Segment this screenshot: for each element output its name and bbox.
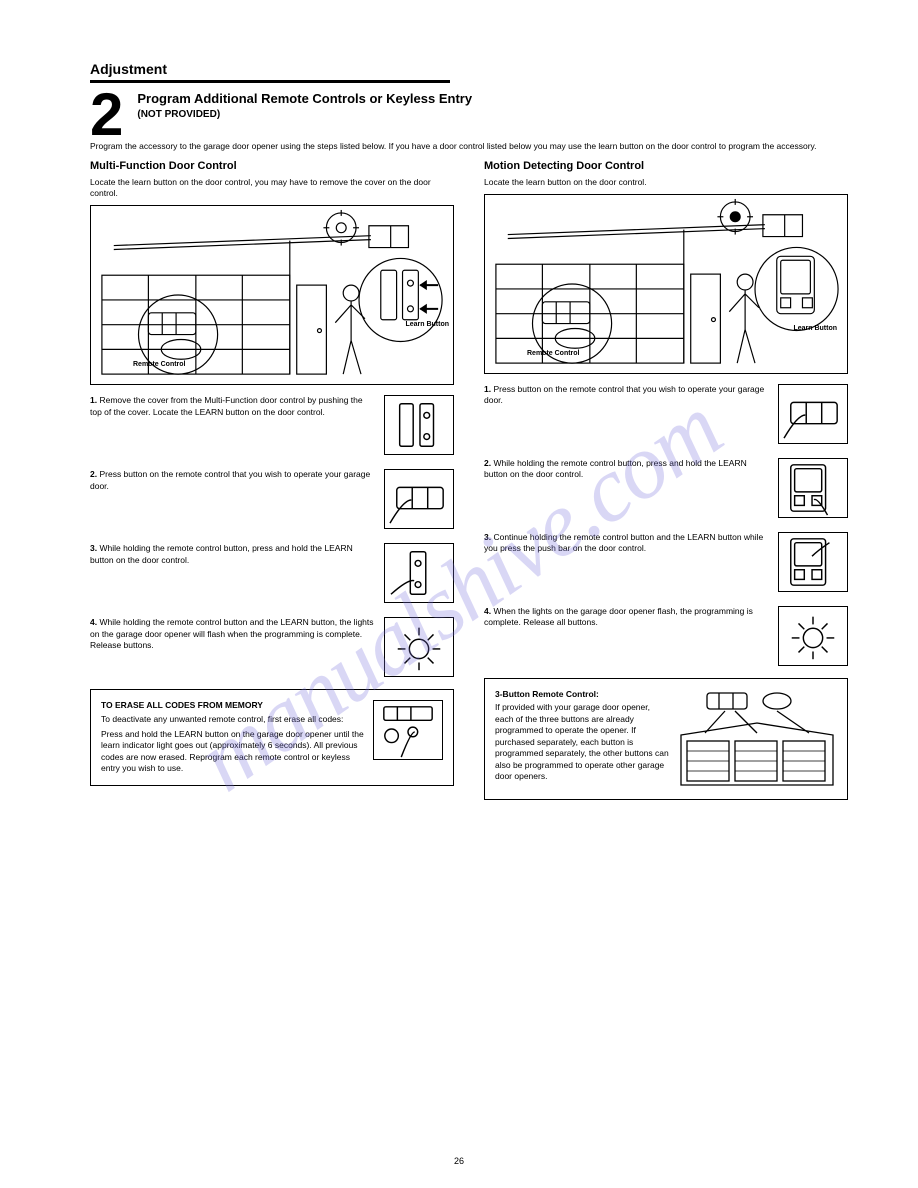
adjustment-label: Adjustment <box>90 60 450 78</box>
step-num: 2. <box>484 458 491 468</box>
left-column: Multi-Function Door Control Locate the l… <box>90 159 454 800</box>
left-steps: 1. Remove the cover from the Multi-Funct… <box>90 395 454 677</box>
garage-scene-svg <box>91 206 453 384</box>
thumb-erase-codes <box>373 700 443 760</box>
step-text: Continue holding the remote control butt… <box>484 532 763 553</box>
right-hero-illustration: Remote Control Learn Button <box>484 194 848 374</box>
hero-label-learn: Learn Button <box>405 321 449 329</box>
right-step-2: 2. While holding the remote control butt… <box>484 458 848 518</box>
hero-label-remote: Remote Control <box>133 361 186 369</box>
step-text: While holding the remote control button,… <box>484 458 747 479</box>
two-column-layout: Multi-Function Door Control Locate the l… <box>90 159 848 800</box>
step-number: 2 <box>90 91 123 139</box>
step-text: Press button on the remote control that … <box>90 469 370 490</box>
three-garage-svg <box>677 689 837 789</box>
right-note-box: 3-Button Remote Control: If provided wit… <box>484 678 848 800</box>
thumb-press-pushbar <box>778 532 848 592</box>
right-step-3: 3. Continue holding the remote control b… <box>484 532 848 592</box>
left-hero-illustration: Remote Control Learn Button <box>90 205 454 385</box>
right-column: Motion Detecting Door Control Locate the… <box>484 159 848 800</box>
right-step-1: 1. Press button on the remote control th… <box>484 384 848 444</box>
step-text: Remove the cover from the Multi-Function… <box>90 395 363 416</box>
garage-scene-svg-right <box>485 195 847 373</box>
thumb-remove-cover <box>384 395 454 455</box>
step-num: 4. <box>484 606 491 616</box>
hero-label-learn: Learn Button <box>793 325 837 333</box>
step-num: 3. <box>90 543 97 553</box>
section-subtitle: (NOT PROVIDED) <box>90 108 848 121</box>
section-rule: Adjustment <box>90 60 450 83</box>
step-num: 4. <box>90 617 97 627</box>
step-num: 2. <box>90 469 97 479</box>
right-steps: 1. Press button on the remote control th… <box>484 384 848 666</box>
step-text: Press button on the remote control that … <box>484 384 764 405</box>
left-step-4: 4. While holding the remote control butt… <box>90 617 454 677</box>
left-step-2: 2. Press button on the remote control th… <box>90 469 454 529</box>
section-title: Program Additional Remote Controls or Ke… <box>90 91 848 108</box>
hero-label-remote: Remote Control <box>527 350 580 358</box>
left-step-1: 1. Remove the cover from the Multi-Funct… <box>90 395 454 455</box>
section-header: 2 Program Additional Remote Controls or … <box>90 91 848 152</box>
step-num: 3. <box>484 532 491 542</box>
thumb-press-remote <box>384 469 454 529</box>
step-num: 1. <box>484 384 491 394</box>
step-text: When the lights on the garage door opene… <box>484 606 753 627</box>
step-text: While holding the remote control button … <box>90 617 374 650</box>
section-intro: Program the accessory to the garage door… <box>90 139 848 152</box>
thumb-press-learn-motion <box>778 458 848 518</box>
right-step-4: 4. When the lights on the garage door op… <box>484 606 848 666</box>
right-heading: Motion Detecting Door Control <box>484 159 848 173</box>
left-heading: Multi-Function Door Control <box>90 159 454 173</box>
left-intro: Locate the learn button on the door cont… <box>90 177 454 199</box>
right-intro: Locate the learn button on the door cont… <box>484 177 848 188</box>
thumb-light-flash <box>384 617 454 677</box>
page-number: 26 <box>454 1156 464 1168</box>
left-step-3: 3. While holding the remote control butt… <box>90 543 454 603</box>
left-note-box: TO ERASE ALL CODES FROM MEMORY To deacti… <box>90 689 454 786</box>
step-text: While holding the remote control button,… <box>90 543 353 564</box>
thumb-press-remote-r <box>778 384 848 444</box>
thumb-hold-learn <box>384 543 454 603</box>
thumb-light-flash-r <box>778 606 848 666</box>
step-num: 1. <box>90 395 97 405</box>
